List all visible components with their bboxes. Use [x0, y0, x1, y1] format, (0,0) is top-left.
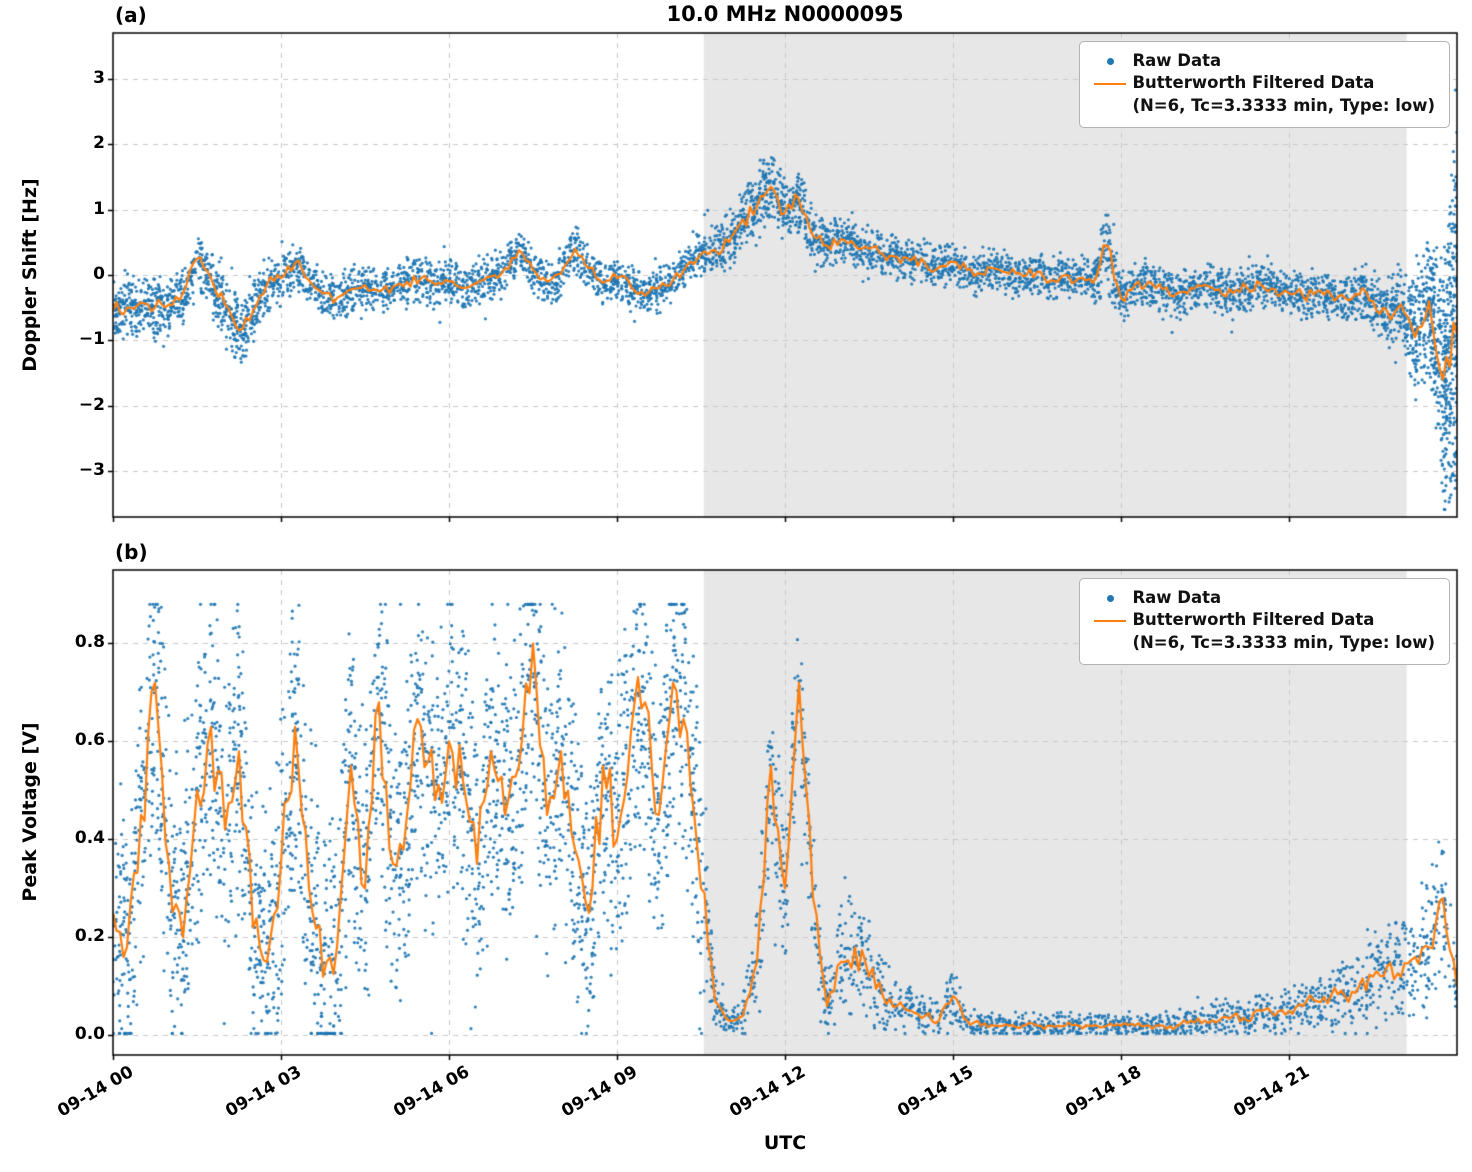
- y-tick-label: 0.0: [74, 1024, 105, 1045]
- y-tick-label: −3: [78, 460, 105, 481]
- legend-item-filtered: Butterworth Filtered Data (N=6, Tc=3.333…: [1088, 72, 1435, 117]
- panel-b-label: (b): [115, 540, 148, 564]
- y-tick-label: 1: [93, 198, 105, 219]
- legend-filtered-text: Butterworth Filtered Data (N=6, Tc=3.333…: [1132, 72, 1435, 117]
- chart-title: 10.0 MHz N0000095: [666, 2, 904, 26]
- filtered-line-icon: [1094, 620, 1127, 623]
- x-axis-label: UTC: [763, 1132, 807, 1154]
- y-tick-label: 0: [93, 264, 105, 284]
- raw-data-marker-cell: [1088, 587, 1132, 602]
- filtered-marker-cell: [1088, 72, 1132, 86]
- legend-panel-b: Raw Data Butterworth Filtered Data (N=6,…: [1079, 578, 1450, 665]
- legend-filtered-sublabel: (N=6, Tc=3.3333 min, Type: low): [1132, 95, 1435, 115]
- filtered-marker-cell: [1088, 609, 1132, 623]
- legend-filtered-text: Butterworth Filtered Data (N=6, Tc=3.333…: [1132, 609, 1435, 654]
- legend-item-raw: Raw Data: [1088, 50, 1435, 72]
- legend-filtered-label: Butterworth Filtered Data: [1132, 610, 1375, 630]
- legend-item-filtered: Butterworth Filtered Data (N=6, Tc=3.333…: [1088, 609, 1435, 654]
- y-tick-label: −2: [78, 394, 105, 415]
- y-tick-label: −1: [78, 329, 105, 350]
- raw-data-dot-icon: [1106, 595, 1114, 602]
- legend-filtered-label: Butterworth Filtered Data: [1132, 73, 1375, 93]
- y-tick-label: 0.2: [74, 926, 105, 947]
- y-tick-label: 2: [93, 133, 105, 154]
- panel-a-label: (a): [115, 3, 147, 27]
- legend-raw-label: Raw Data: [1132, 588, 1222, 607]
- legend-filtered-sublabel: (N=6, Tc=3.3333 min, Type: low): [1132, 632, 1435, 652]
- legend-panel-a: Raw Data Butterworth Filtered Data (N=6,…: [1079, 41, 1450, 128]
- legend-raw-label: Raw Data: [1132, 51, 1222, 70]
- y-tick-label: 0.8: [74, 632, 105, 653]
- raw-data-dot-icon: [1106, 58, 1114, 65]
- y-tick-label: 0.6: [74, 730, 105, 751]
- legend-item-raw: Raw Data: [1088, 587, 1435, 609]
- y-tick-label: 0.4: [74, 828, 105, 849]
- y-tick-label: 3: [93, 67, 105, 88]
- filtered-line-icon: [1094, 83, 1127, 86]
- raw-data-marker-cell: [1088, 50, 1132, 65]
